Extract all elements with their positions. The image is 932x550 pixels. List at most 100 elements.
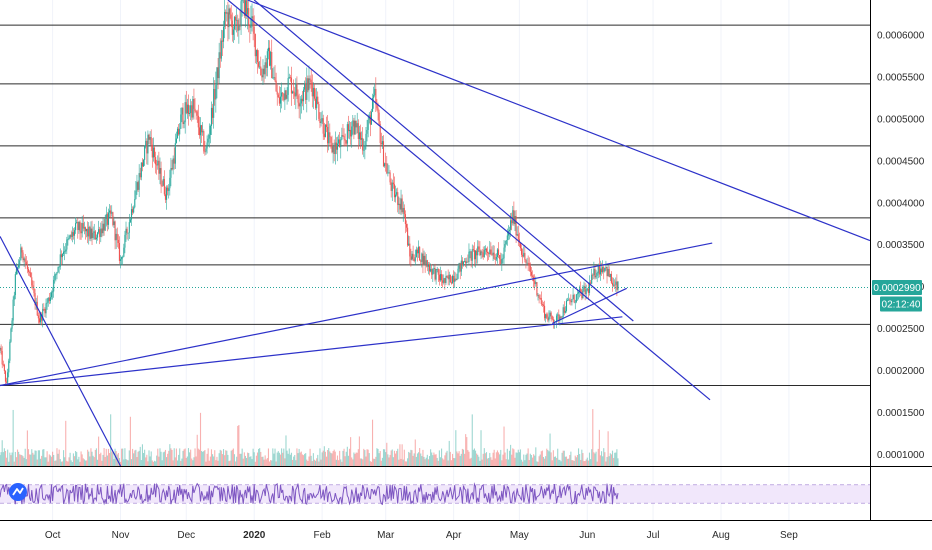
candle-body <box>307 78 309 91</box>
volume-bar <box>136 457 138 466</box>
x-tick-label: Dec <box>177 530 195 541</box>
candle-body <box>20 247 22 261</box>
candle-body <box>49 297 51 301</box>
candle-body <box>549 312 551 317</box>
volume-bar <box>55 460 57 466</box>
candle-body <box>251 16 253 19</box>
candle-body <box>279 96 282 104</box>
candle-body <box>401 198 403 213</box>
candle-body <box>519 242 522 249</box>
volume-bar <box>598 429 600 466</box>
candle-body <box>214 88 216 100</box>
volume-bar <box>236 456 238 466</box>
candle-body <box>159 168 161 174</box>
volume-bar <box>44 457 46 466</box>
candle-body <box>561 316 563 318</box>
volume-bar <box>328 448 330 466</box>
candle-body <box>78 221 80 230</box>
candle-body <box>202 131 204 133</box>
volume-bar <box>298 448 300 466</box>
volume-bar <box>480 430 482 466</box>
volume-bar <box>573 460 575 466</box>
volume-bar <box>442 458 444 466</box>
volume-bar <box>505 459 507 466</box>
candle-body <box>68 237 70 239</box>
candle-body <box>298 102 300 107</box>
candle-body <box>84 227 87 232</box>
volume-bar <box>124 448 126 466</box>
candle-body <box>515 216 517 236</box>
candle-body <box>39 314 42 323</box>
volume-bar <box>70 460 72 466</box>
volume-bar <box>583 461 585 466</box>
candle-body <box>278 97 280 104</box>
candle-body <box>190 105 192 113</box>
candle-body <box>456 278 458 281</box>
candle-body <box>382 141 385 167</box>
volume-bar <box>552 450 554 466</box>
candle-body <box>371 97 374 112</box>
candle-body <box>175 138 177 144</box>
candle-body <box>180 114 182 129</box>
volume-bar <box>279 454 282 466</box>
candle-body <box>608 269 610 278</box>
volume-bar <box>99 454 101 466</box>
candle-body <box>321 118 323 122</box>
volume-bar <box>512 448 514 466</box>
candle-body <box>129 219 131 223</box>
volume-bar <box>105 448 107 466</box>
candle-body <box>548 316 550 321</box>
candle-body <box>118 243 120 261</box>
volume-bar <box>35 450 37 466</box>
volume-bar <box>111 451 113 466</box>
x-tick-label: May <box>510 530 529 541</box>
candle-body <box>376 104 378 109</box>
volume-bar <box>430 449 432 466</box>
candle-body <box>464 261 466 262</box>
volume-bar <box>42 449 44 466</box>
candle-body <box>590 282 592 284</box>
x-tick-label: Mar <box>377 530 395 541</box>
candle-body <box>586 288 588 290</box>
volume-bar <box>368 453 370 466</box>
x-axis[interactable]: Oct Nov Dec 2020 Feb Mar Apr May Jun Jul Aug Sep <box>45 530 798 541</box>
volume-bar <box>561 452 563 466</box>
volume-bar <box>384 449 386 466</box>
candle-body <box>560 316 562 318</box>
volume-bar <box>146 454 148 466</box>
candle-body <box>264 62 266 75</box>
volume-bar <box>511 454 513 466</box>
candle-body <box>182 107 184 125</box>
trendlines[interactable] <box>0 0 871 467</box>
candle-body <box>305 83 307 100</box>
candle-body <box>66 239 68 250</box>
volume-bar <box>240 453 242 466</box>
candle-body <box>186 104 188 114</box>
volume-bar <box>526 453 528 466</box>
volume-bar <box>422 449 424 466</box>
volume-bar <box>135 449 137 466</box>
candle-body <box>592 274 594 276</box>
candle-body <box>193 98 195 109</box>
volume-bar <box>357 449 359 466</box>
volume-bar <box>343 448 345 466</box>
candle-body <box>604 267 606 272</box>
volume-bar <box>130 459 133 466</box>
volume-bar <box>464 453 466 466</box>
volume-bar <box>508 450 511 466</box>
candle-body <box>110 210 112 214</box>
candle-body <box>506 235 508 241</box>
volume-bar <box>591 449 593 466</box>
candle-body <box>300 98 302 104</box>
indicator-logo-icon[interactable] <box>9 483 27 501</box>
candle-body <box>410 256 412 260</box>
candle-body <box>27 269 30 272</box>
candle-body <box>219 52 221 59</box>
volume-bar <box>479 460 481 466</box>
candle-body <box>593 268 595 276</box>
candle-body <box>488 253 490 255</box>
volume-bar <box>142 452 145 466</box>
candle-body <box>412 253 414 259</box>
volume-bar <box>147 461 149 466</box>
